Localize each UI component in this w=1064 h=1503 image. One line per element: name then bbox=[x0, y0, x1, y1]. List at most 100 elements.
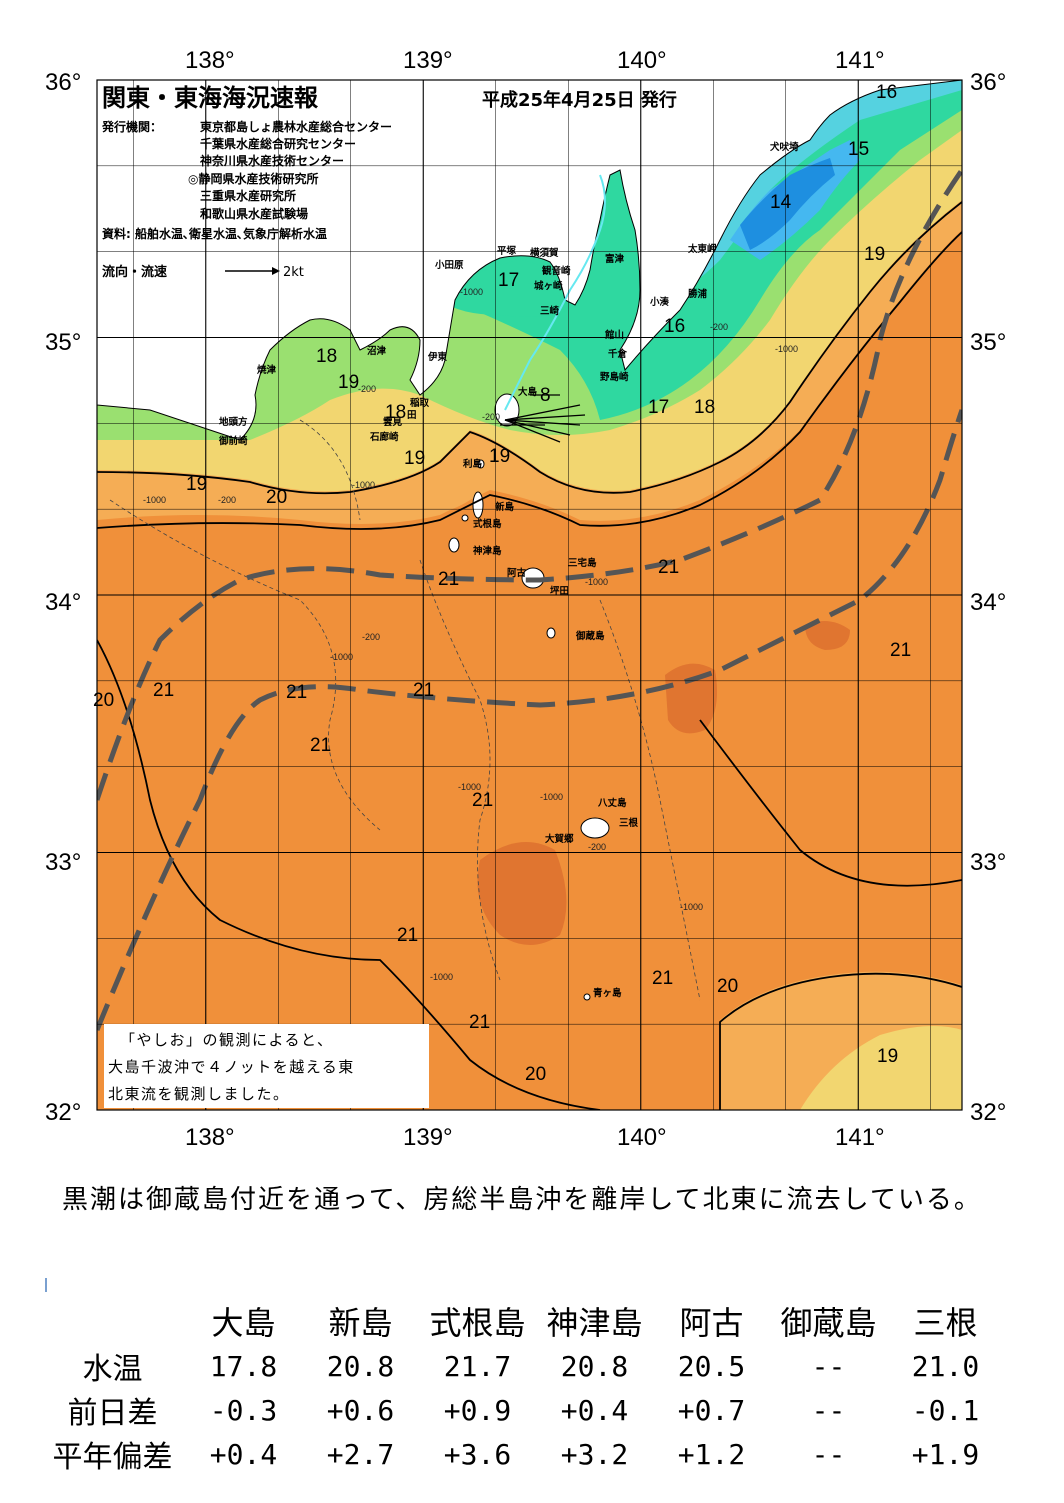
table-cell: +0.9 bbox=[443, 1393, 512, 1427]
temp-label: 21 bbox=[153, 680, 174, 701]
island-niijima bbox=[472, 491, 484, 519]
place-label: 式根島 bbox=[473, 518, 502, 530]
station-header: 阿古 bbox=[679, 1304, 744, 1342]
table-corner bbox=[40, 1298, 185, 1344]
depth-label: -1000 bbox=[585, 577, 608, 587]
row-label: 平年偏差 bbox=[52, 1440, 173, 1475]
table-cell: -0.3 bbox=[209, 1393, 278, 1427]
place-label: 雲見 bbox=[383, 416, 403, 428]
station-header: 新島 bbox=[328, 1304, 393, 1342]
place-label: 富津 bbox=[605, 253, 625, 265]
table-cell: -- bbox=[811, 1349, 846, 1383]
lat-tick-right: 34° bbox=[970, 589, 1006, 616]
table-cell: 21.7 bbox=[443, 1349, 512, 1383]
depth-label: -200 bbox=[482, 412, 500, 422]
depth-label: -1000 bbox=[352, 480, 375, 490]
table-cell: +2.7 bbox=[326, 1437, 395, 1471]
map-title: 関東・東海海況速報 bbox=[102, 84, 319, 112]
place-label: 阿古 bbox=[507, 567, 527, 579]
table-row: 前日差 -0.3 +0.6 +0.9 +0.4 +0.7 -- -0.1 bbox=[40, 1388, 1004, 1432]
lat-tick-left: 33° bbox=[45, 849, 81, 876]
temp-label: 21 bbox=[310, 735, 331, 756]
temp-label: 14 bbox=[770, 192, 792, 213]
temp-label: 21 bbox=[890, 640, 911, 661]
island-kozushima bbox=[448, 537, 460, 553]
temp-label: 20 bbox=[525, 1064, 546, 1085]
divider-mark bbox=[45, 1278, 47, 1292]
place-label: 観音崎 bbox=[542, 265, 571, 277]
temp-label: 19 bbox=[404, 448, 425, 469]
station-header: 式根島 bbox=[429, 1304, 526, 1342]
place-labels: 犬吠埼 太東岬 勝浦 小湊 富津 館山 千倉 野島崎 横須賀 観音崎 平塚 小田… bbox=[218, 141, 799, 999]
temp-label: 20 bbox=[717, 976, 738, 997]
table-cell: 20.8 bbox=[326, 1349, 395, 1383]
depth-label: -1000 bbox=[330, 652, 353, 662]
note-line: 北東流を観測しました。 bbox=[108, 1085, 290, 1103]
temp-label: 20 bbox=[266, 487, 287, 508]
table-cell: +0.7 bbox=[677, 1393, 746, 1427]
temp-label: 21 bbox=[397, 925, 418, 946]
temp-label: 21 bbox=[413, 680, 434, 701]
observation-table: 大島 新島 式根島 神津島 阿古 御蔵島 三根 水温 17.8 20.8 21.… bbox=[40, 1298, 1004, 1476]
ship-track bbox=[504, 174, 606, 411]
place-label: 大賀郷 bbox=[545, 833, 574, 845]
temp-label: 19 bbox=[489, 446, 510, 467]
depth-label: -1000 bbox=[458, 782, 481, 792]
table-row: 水温 17.8 20.8 21.7 20.8 20.5 -- 21.0 bbox=[40, 1344, 1004, 1388]
place-label: 坪田 bbox=[550, 585, 569, 597]
place-label: 平塚 bbox=[497, 245, 517, 257]
place-label: 焼津 bbox=[257, 364, 277, 376]
place-label: 城ヶ崎 bbox=[534, 280, 563, 292]
place-label: 館山 bbox=[604, 329, 624, 341]
isotherm-lines bbox=[97, 201, 962, 1110]
lon-tick-top: 140° bbox=[617, 47, 667, 74]
lon-tick-top: 138° bbox=[185, 47, 235, 74]
sea-temperature-map: 138° 139° 140° 141° 138° 139° 140° 141° … bbox=[45, 47, 1006, 1151]
issuer: 神奈川県水産技術センター bbox=[200, 153, 344, 168]
table-cell: 20.5 bbox=[677, 1349, 746, 1383]
row-label: 水温 bbox=[82, 1352, 143, 1387]
map-header: 関東・東海海況速報 平成25年4月25日 発行 発行機関： 東京都島しょ農林水産… bbox=[101, 84, 677, 280]
place-label: 千倉 bbox=[608, 348, 628, 360]
lat-tick-right: 36° bbox=[970, 69, 1006, 96]
place-label: 横須賀 bbox=[530, 247, 559, 259]
depth-label: -200 bbox=[588, 842, 606, 852]
depth-label: -200 bbox=[218, 495, 236, 505]
place-label: 利島 bbox=[462, 458, 483, 470]
depth-label: -200 bbox=[710, 322, 728, 332]
depth-label: -1000 bbox=[775, 344, 798, 354]
lat-tick-left: 36° bbox=[45, 69, 81, 96]
depth-labels: -1000 -200 -1000 -200 -1000 -200 -200 -1… bbox=[143, 287, 798, 982]
issuer: 三重県水産研究所 bbox=[200, 188, 296, 203]
temp-label: 18 bbox=[316, 346, 337, 367]
place-label: 新島 bbox=[495, 501, 515, 513]
island-mikurajima bbox=[546, 627, 556, 639]
temp-label: 16 bbox=[876, 82, 897, 103]
temp-label: 15 bbox=[848, 139, 869, 160]
place-label: 神津島 bbox=[473, 545, 502, 557]
note-line: 大島千波沖で４ノットを越える東 bbox=[108, 1058, 355, 1076]
temp-label: 21 bbox=[469, 1012, 490, 1033]
table-cell: +3.6 bbox=[443, 1437, 512, 1471]
temp-label: 16 bbox=[664, 316, 685, 337]
temperature-labels: 16 15 14 19 16 17 18 17 18 19 18 19 19 1… bbox=[93, 82, 911, 1085]
temp-label: 21 bbox=[438, 569, 459, 590]
observation-note-box bbox=[104, 1024, 429, 1108]
temp-label: 18 bbox=[385, 402, 406, 423]
table-header-row: 大島 新島 式根島 神津島 阿古 御蔵島 三根 bbox=[40, 1298, 1004, 1344]
lon-tick-bottom: 138° bbox=[185, 1124, 235, 1151]
warm-patch-22 bbox=[477, 842, 567, 945]
kuroshio-axis bbox=[97, 168, 962, 1031]
temp-label: 21 bbox=[652, 968, 673, 989]
depth-contour-lines bbox=[109, 419, 701, 1001]
temp-band-17-bay bbox=[440, 260, 570, 317]
place-label: 石廊崎 bbox=[369, 431, 399, 443]
depth-label: -200 bbox=[358, 384, 376, 394]
temp-label: 8 bbox=[540, 385, 551, 406]
island-hachijojima bbox=[580, 817, 610, 839]
place-label: 大島 bbox=[518, 386, 538, 398]
lat-tick-left: 34° bbox=[45, 589, 81, 616]
issuer: ◎静岡県水産技術研究所 bbox=[188, 171, 318, 186]
place-label: 田 bbox=[407, 410, 417, 421]
place-label: 三崎 bbox=[540, 305, 560, 317]
